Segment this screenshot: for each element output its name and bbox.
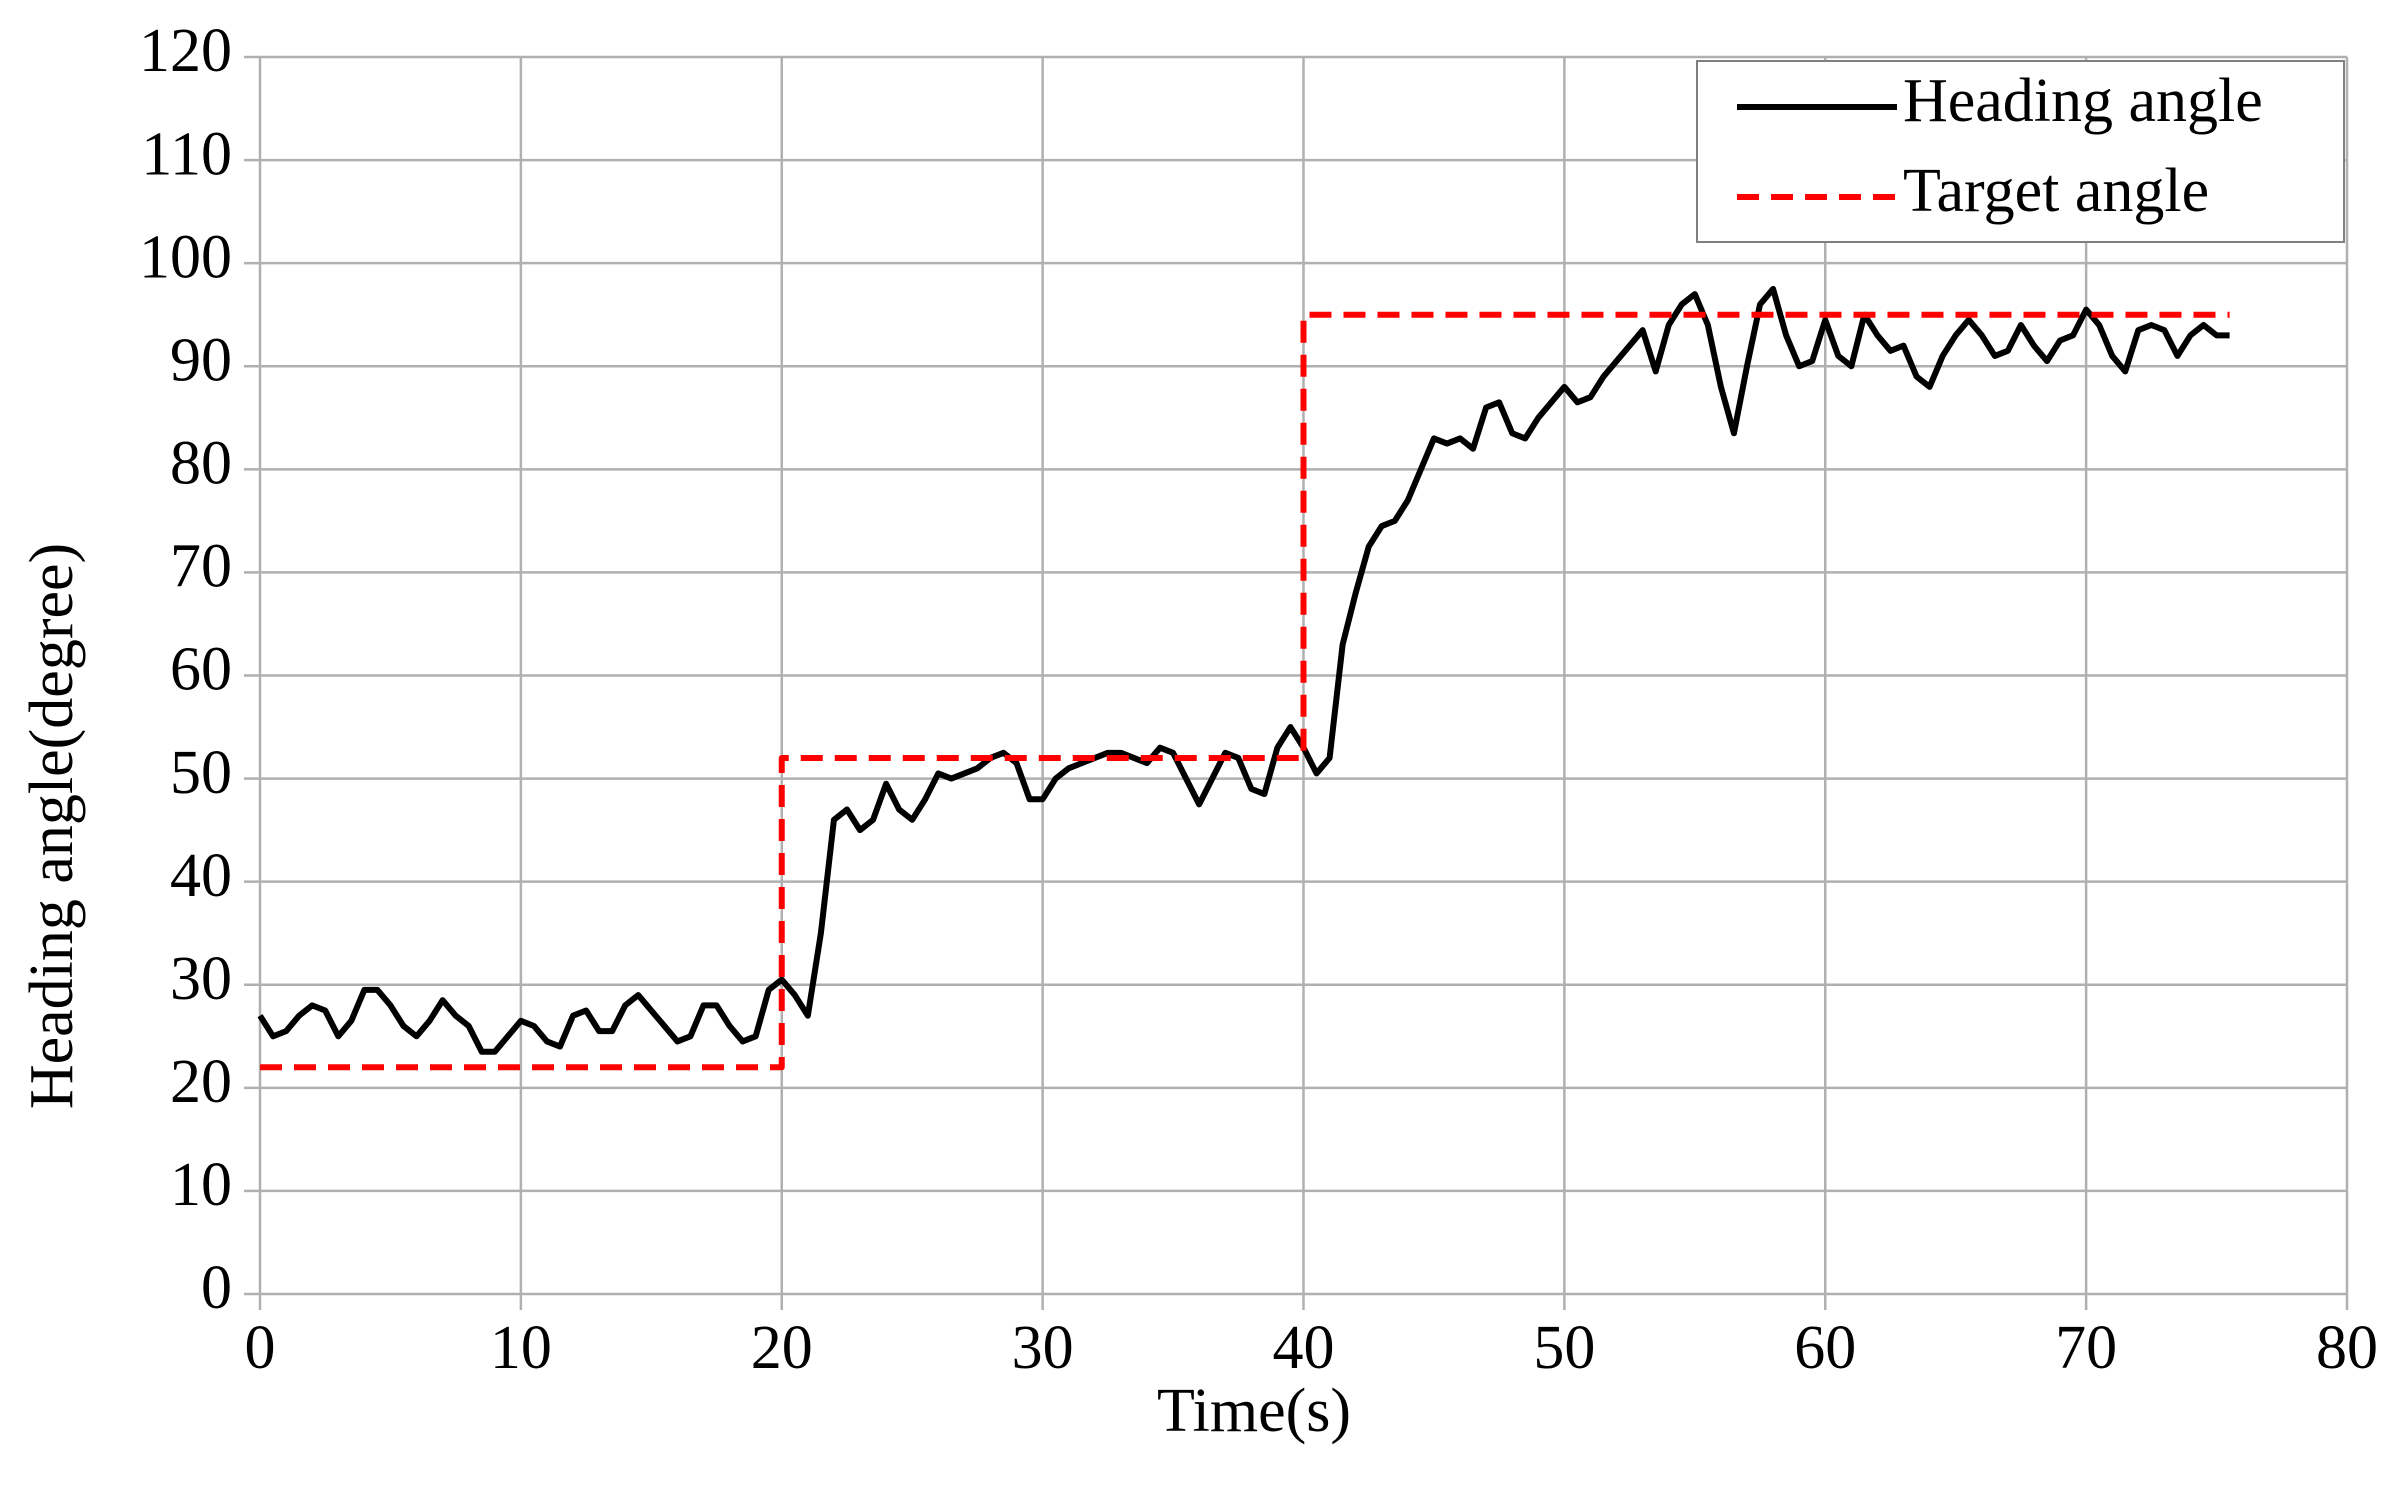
series-line (260, 311, 2230, 1071)
x-tick-label: 20 (751, 1314, 813, 1382)
x-tick-label: 10 (490, 1314, 552, 1382)
x-tick-label: 60 (1794, 1314, 1856, 1382)
x-tick-label: 70 (2055, 1314, 2117, 1382)
y-tick-label: 120 (139, 17, 232, 85)
x-tick-label: 50 (1533, 1314, 1595, 1382)
legend-label: Heading angle (1903, 67, 2263, 135)
x-tick-label: 30 (1012, 1314, 1074, 1382)
y-tick-label: 40 (170, 842, 232, 910)
y-tick-label: 110 (141, 120, 232, 188)
y-tick-label: 60 (170, 636, 232, 704)
y-tick-label: 50 (170, 739, 232, 807)
y-tick-label: 30 (170, 945, 232, 1013)
y-tick-label: 90 (170, 326, 232, 394)
y-tick-label: 20 (170, 1048, 232, 1116)
x-tick-label: 80 (2316, 1314, 2378, 1382)
legend-box (1696, 60, 2345, 243)
y-tick-label: 10 (170, 1151, 232, 1219)
series-line (257, 285, 2230, 1055)
x-tick-label: 40 (1273, 1314, 1335, 1382)
x-axis-title: Time(s) (1157, 1377, 1351, 1445)
y-tick-label: 80 (170, 430, 232, 498)
y-tick-label: 70 (170, 533, 232, 601)
legend-label: Target angle (1903, 157, 2209, 225)
y-tick-label: 100 (139, 223, 232, 291)
x-tick-label: 0 (245, 1314, 276, 1382)
y-axis-title: Heading angle(degree) (18, 543, 86, 1109)
y-tick-label: 0 (201, 1254, 232, 1322)
